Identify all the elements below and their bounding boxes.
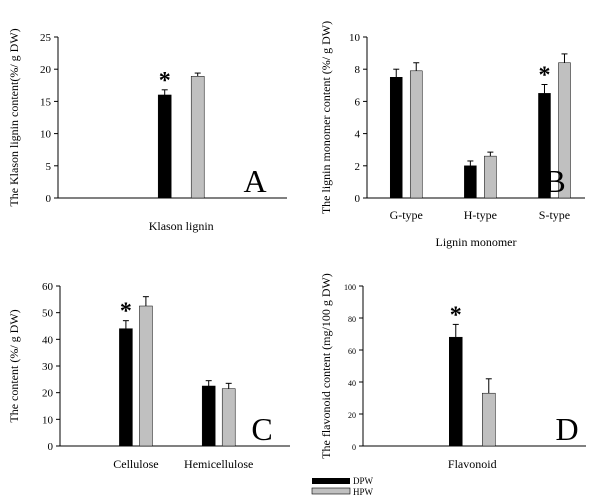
category-label: G-type — [390, 208, 423, 222]
y-tick-label: 4 — [355, 129, 361, 141]
y-tick-label: 25 — [40, 32, 52, 44]
y-tick-label: 60 — [348, 347, 356, 356]
significance-marker: * — [120, 299, 132, 325]
y-tick-label: 2 — [355, 161, 361, 173]
category-label: Flavonoid — [448, 457, 497, 471]
legend-swatch-dpw — [312, 478, 350, 484]
panel-d: 0 20 40 60 80 100 The flavonoid content (mg/10… — [319, 273, 586, 471]
bar-dpw — [464, 165, 477, 199]
y-tick-label: 10 — [42, 414, 54, 426]
panel-a: 0 5 10 15 20 25 The Klason lignin content(%/ g… — [7, 28, 287, 233]
bar-dpw — [157, 94, 172, 199]
y-tick-label: 8 — [355, 64, 361, 76]
panel-letter: C — [251, 411, 272, 447]
y-tick-label: 60 — [42, 281, 54, 293]
category-label: H-type — [464, 208, 497, 222]
y-tick-label: 0 — [355, 193, 361, 205]
y-tick-label: 40 — [42, 334, 54, 346]
bar-dpw — [119, 328, 133, 447]
y-tick-label: 30 — [42, 361, 54, 373]
y-tick-label: 10 — [349, 32, 361, 44]
legend-label-hpw: HPW — [353, 487, 374, 497]
significance-marker: * — [538, 62, 550, 88]
bar-dpw — [449, 336, 463, 447]
category-label: Cellulose — [113, 457, 158, 471]
bar-hpw — [221, 388, 236, 447]
panel-letter: B — [544, 163, 565, 199]
y-tick-label: 10 — [40, 129, 52, 141]
bar-hpw — [190, 76, 205, 199]
y-tick-label: 20 — [348, 411, 356, 420]
y-tick-label: 20 — [40, 64, 52, 76]
legend-label-dpw: DPW — [353, 476, 374, 486]
legend: DPW HPW — [311, 476, 374, 497]
y-tick-label: 40 — [348, 379, 356, 388]
panel-letter: A — [243, 163, 266, 199]
legend-swatch-hpw — [311, 487, 351, 495]
x-axis-label: Lignin monomer — [436, 235, 517, 249]
y-tick-label: 20 — [42, 388, 54, 400]
y-axis-label: The flavonoid content (mg/100 g DW) — [319, 273, 333, 459]
y-tick-label: 50 — [42, 308, 54, 320]
y-axis-label: The lignin monomer content (%/ g DW) — [319, 21, 333, 214]
category-label: Klason lignin — [149, 219, 214, 233]
category-label: S-type — [539, 208, 570, 222]
y-tick-label: 6 — [355, 96, 361, 108]
bar-dpw — [201, 385, 216, 447]
y-tick-label: 80 — [348, 315, 356, 324]
y-axis-label: The Klason lignin content(%/ g DW) — [7, 28, 21, 206]
bar-dpw — [389, 77, 403, 199]
panel-c: 0 10 20 30 40 50 60 The content (%/ g DW) Cellul… — [7, 281, 290, 471]
bar-hpw — [484, 155, 497, 199]
y-tick-label: 15 — [40, 96, 52, 108]
bar-hpw — [409, 70, 423, 199]
y-tick-label: 0 — [352, 443, 356, 452]
y-tick-label: 100 — [344, 283, 356, 292]
y-tick-label: 0 — [46, 193, 52, 205]
bar-hpw — [139, 305, 153, 447]
panel-letter: D — [555, 411, 578, 447]
y-axis-label: The content (%/ g DW) — [7, 309, 21, 422]
significance-marker: * — [450, 302, 462, 328]
y-tick-label: 5 — [46, 161, 52, 173]
category-label: Hemicellulose — [184, 457, 253, 471]
panel-b: 0 2 4 6 8 10 The lignin monomer content (%/ g … — [319, 21, 585, 249]
y-tick-label: 0 — [48, 441, 54, 453]
significance-marker: * — [159, 68, 171, 94]
bar-hpw — [482, 392, 496, 447]
